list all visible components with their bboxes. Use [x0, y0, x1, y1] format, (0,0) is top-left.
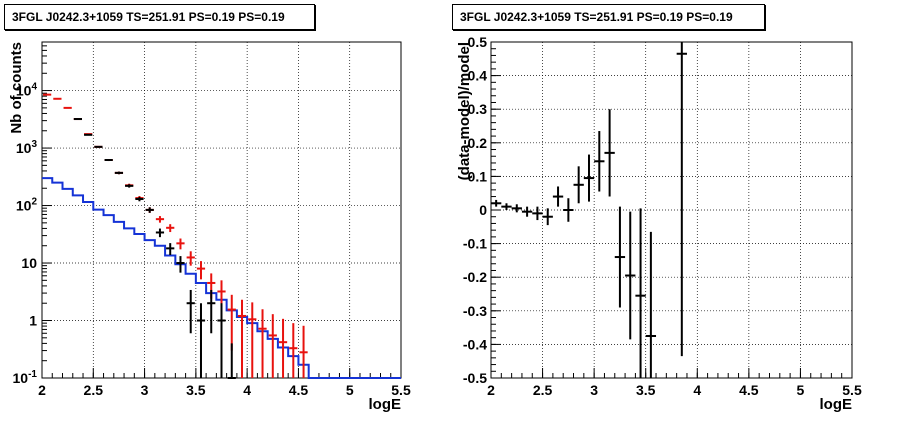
y-tick-label: -0.2	[463, 269, 487, 285]
x-tick-label: 3	[590, 382, 598, 398]
x-axis-label: logE	[820, 396, 853, 413]
x-tick-label: 3.5	[636, 382, 656, 398]
x-tick-label: 4	[693, 382, 701, 398]
x-tick-label: 2	[38, 382, 46, 398]
x-tick-label: 3	[141, 382, 149, 398]
y-tick-label: 103	[16, 139, 38, 156]
y-tick-label: 0.5	[468, 34, 488, 50]
y-axis-label: (data-model)/model	[456, 42, 473, 180]
right-plot-title: 3FGL J0242.3+1059 TS=251.91 PS=0.19 PS=0…	[452, 4, 765, 30]
y-tick-label: -0.3	[463, 303, 487, 319]
x-tick-label: 4	[243, 382, 251, 398]
x-tick-label: 4.5	[289, 382, 309, 398]
left-plot-title: 3FGL J0242.3+1059 TS=251.91 PS=0.19 PS=0…	[4, 4, 315, 30]
x-tick-label: 4.5	[739, 382, 759, 398]
y-tick-label: 10-1	[13, 369, 38, 386]
y-tick-label: 0.2	[468, 135, 488, 151]
x-tick-label: 5.5	[391, 382, 411, 398]
y-tick-label: 0	[479, 202, 487, 218]
x-tick-label: 5	[346, 382, 354, 398]
y-axis-label: Nb of counts	[8, 42, 25, 134]
y-tick-exponent: 3	[31, 139, 37, 150]
x-tick-label: 2.5	[84, 382, 104, 398]
y-tick-label: 0.4	[468, 68, 488, 84]
y-tick-label: 1	[29, 313, 37, 329]
y-tick-label: 10	[21, 255, 37, 271]
y-tick-label: 0.3	[468, 101, 488, 117]
y-tick-label: 0.1	[468, 168, 488, 184]
y-tick-label: 102	[16, 197, 38, 214]
y-tick-label: -0.1	[463, 236, 487, 252]
y-tick-exponent: 2	[31, 197, 37, 208]
y-tick-label: -0.5	[463, 370, 487, 386]
y-tick-exponent: 4	[31, 82, 37, 93]
y-tick-exponent: -1	[28, 369, 37, 380]
x-tick-label: 5	[797, 382, 805, 398]
x-tick-label: 3.5	[186, 382, 206, 398]
y-tick-label: -0.4	[463, 336, 487, 352]
x-tick-label: 2	[487, 382, 495, 398]
x-tick-label: 2.5	[533, 382, 553, 398]
x-tick-label: 5.5	[842, 382, 862, 398]
x-axis-label: logE	[369, 396, 402, 413]
